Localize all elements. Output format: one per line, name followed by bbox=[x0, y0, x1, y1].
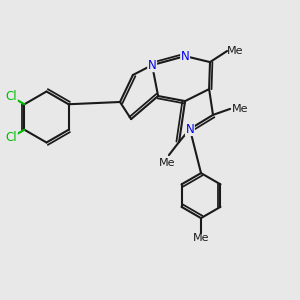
Text: N: N bbox=[185, 122, 194, 136]
Text: Cl: Cl bbox=[6, 90, 17, 103]
Text: N: N bbox=[148, 58, 157, 72]
Text: Me: Me bbox=[193, 233, 209, 243]
Text: Me: Me bbox=[227, 46, 244, 56]
Text: Cl: Cl bbox=[6, 131, 17, 144]
Text: Me: Me bbox=[232, 104, 248, 114]
Text: N: N bbox=[181, 50, 190, 63]
Text: Me: Me bbox=[159, 158, 175, 168]
